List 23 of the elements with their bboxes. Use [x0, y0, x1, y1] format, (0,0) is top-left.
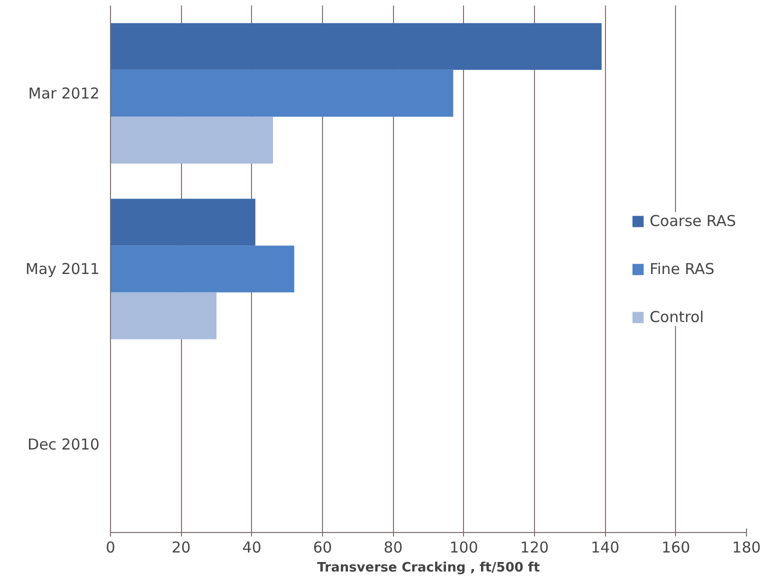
bar	[110, 70, 454, 117]
legend-label: Coarse RAS	[650, 212, 736, 230]
bar	[110, 116, 274, 164]
x-tick-label: 60	[312, 538, 332, 556]
y-tick-label: Mar 2012	[28, 84, 100, 102]
x-tick-label: 120	[520, 538, 549, 556]
x-tick-label: 100	[450, 538, 478, 556]
x-axis-title: Transverse Cracking , ft/500 ft	[317, 560, 540, 576]
x-tick-label: 20	[172, 538, 191, 556]
y-tick-label: May 2011	[26, 260, 100, 278]
x-tick-label: 180	[732, 538, 761, 556]
x-tick-label: 160	[662, 538, 690, 556]
legend-label: Control	[650, 308, 704, 326]
bar	[110, 198, 256, 246]
x-tick-label: 0	[106, 538, 116, 556]
y-tick-label: Dec 2010	[28, 436, 100, 454]
x-tick-label: 40	[242, 538, 262, 556]
legend-label: Fine RAS	[650, 260, 714, 278]
bar	[110, 292, 216, 340]
x-tick-label: 140	[590, 538, 620, 556]
bar	[110, 23, 602, 70]
x-tick-label: 80	[384, 538, 403, 556]
bar	[110, 246, 294, 292]
